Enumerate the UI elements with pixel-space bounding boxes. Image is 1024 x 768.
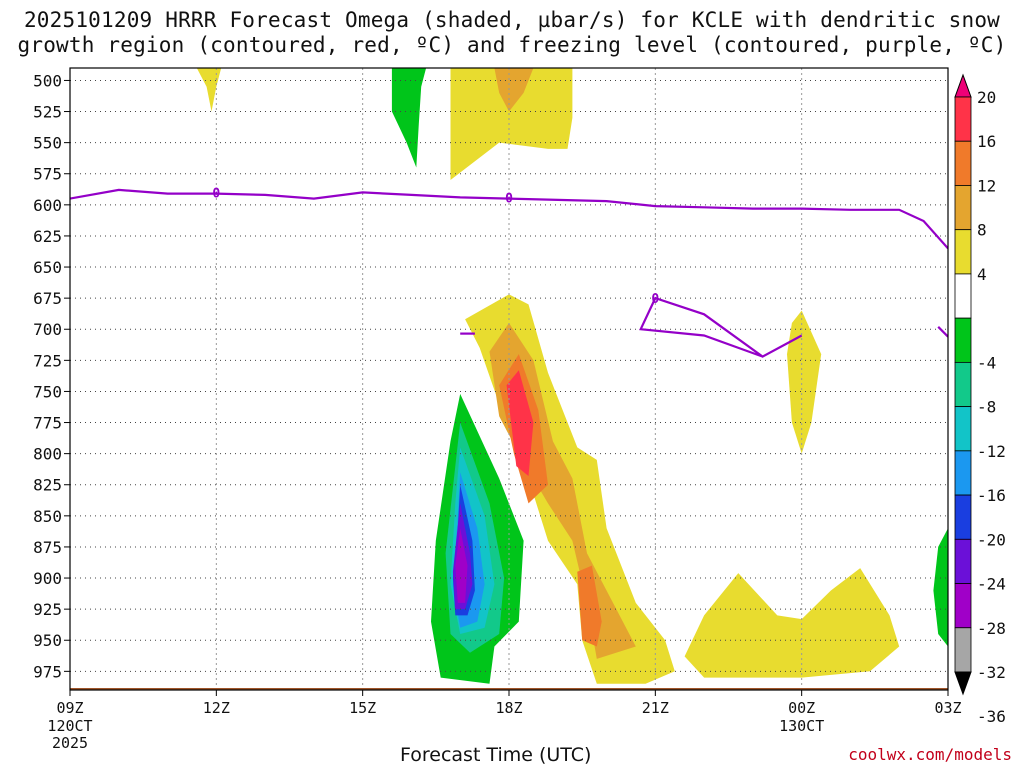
y-tick-label-850: 850 bbox=[33, 507, 62, 526]
colorbar-label-12: -32 bbox=[977, 663, 1006, 682]
y-tick-label-600: 600 bbox=[33, 196, 62, 215]
y-tick-label-550: 550 bbox=[33, 134, 62, 153]
y-tick-label-975: 975 bbox=[33, 662, 62, 681]
x-date-label-0-0: 120CT bbox=[47, 717, 92, 735]
y-tick-label-900: 900 bbox=[33, 569, 62, 588]
y-tick-label-525: 525 bbox=[33, 103, 62, 122]
omega-region-7 bbox=[577, 565, 602, 647]
colorbar-label-6: -8 bbox=[977, 398, 996, 417]
colorbar-top-arrow bbox=[954, 73, 972, 98]
contour-label-1: 0 bbox=[505, 191, 513, 206]
y-tick-label-825: 825 bbox=[33, 476, 62, 495]
y-tick-label-675: 675 bbox=[33, 289, 62, 308]
colorbar-band-2 bbox=[954, 140, 972, 186]
colorbar-label-13: -36 bbox=[977, 707, 1006, 726]
colorbar-band-5 bbox=[954, 273, 972, 319]
colorbar-band-12 bbox=[954, 583, 972, 629]
y-tick-label-750: 750 bbox=[33, 382, 62, 401]
colorbar-label-5: -4 bbox=[977, 353, 996, 372]
freezing-level-contour bbox=[70, 188, 948, 250]
colorbar-label-7: -12 bbox=[977, 442, 1006, 461]
chart-title-line1: 2025101209 HRRR Forecast Omega (shaded, … bbox=[23, 8, 1001, 32]
freezing-level-loop bbox=[639, 296, 803, 358]
x-date-label-0-1: 2025 bbox=[52, 734, 88, 752]
y-tick-label-500: 500 bbox=[33, 71, 62, 90]
y-tick-label-625: 625 bbox=[33, 227, 62, 246]
colorbar-bottom-arrow bbox=[954, 671, 972, 696]
surface-terrain bbox=[70, 688, 948, 690]
x-tick-label-21Z: 21Z bbox=[642, 699, 669, 717]
omega-region-3 bbox=[494, 68, 534, 112]
colorbar-band-9 bbox=[954, 450, 972, 496]
y-tick-label-650: 650 bbox=[33, 258, 62, 277]
plot-area: 0 0 0 bbox=[70, 68, 948, 690]
source-credit[interactable]: coolwx.com/models bbox=[848, 745, 1012, 764]
x-tick-label-12Z: 12Z bbox=[203, 699, 230, 717]
y-tick-label-875: 875 bbox=[33, 538, 62, 557]
x-tick-label-03Z: 03Z bbox=[934, 699, 961, 717]
colorbar: 20 16 12 8 4 -4 -8 -12 -16 -20 -24 -28 -32 -36 bbox=[954, 73, 1006, 726]
colorbar-label-4: 4 bbox=[977, 265, 987, 284]
colorbar-label-1: 16 bbox=[977, 132, 996, 151]
colorbar-label-10: -24 bbox=[977, 575, 1006, 594]
colorbar-label-8: -16 bbox=[977, 486, 1006, 505]
omega-region-15 bbox=[455, 528, 468, 603]
chart-title-line2: growth region (contoured, red, ºC) and f… bbox=[17, 33, 1007, 57]
y-tick-label-775: 775 bbox=[33, 414, 62, 433]
omega-region-0 bbox=[196, 68, 222, 112]
colorbar-band-13 bbox=[954, 627, 972, 673]
y-tick-label-700: 700 bbox=[33, 320, 62, 339]
x-tick-label-09Z: 09Z bbox=[56, 699, 83, 717]
colorbar-band-7 bbox=[954, 361, 972, 408]
y-tick-label-800: 800 bbox=[33, 445, 62, 464]
colorbar-band-1 bbox=[954, 96, 972, 142]
omega-region-17 bbox=[684, 568, 900, 678]
omega-region-16 bbox=[787, 310, 822, 454]
colorbar-label-11: -28 bbox=[977, 619, 1006, 638]
colorbar-label-2: 12 bbox=[977, 176, 996, 195]
axes: 500 525 550 575 600 625 650 675 700 725 750 775 800 8… bbox=[33, 67, 962, 752]
y-tick-label-950: 950 bbox=[33, 631, 62, 650]
x-axis-label: Forecast Time (UTC) bbox=[400, 744, 592, 766]
freezing-level-edge bbox=[937, 326, 948, 338]
y-tick-label-725: 725 bbox=[33, 351, 62, 370]
y-tick-label-575: 575 bbox=[33, 165, 62, 184]
omega-region-1 bbox=[391, 68, 427, 168]
y-tick-label-925: 925 bbox=[33, 600, 62, 619]
contour-label-0: 0 bbox=[212, 186, 220, 201]
omega-region-18 bbox=[933, 528, 948, 647]
omega-region-2 bbox=[440, 68, 573, 226]
colorbar-label-0: 20 bbox=[977, 88, 996, 107]
colorbar-band-6 bbox=[954, 317, 972, 363]
colorbar-band-4 bbox=[954, 229, 972, 275]
contour-label-2: 0 bbox=[651, 292, 659, 307]
colorbar-label-9: -20 bbox=[977, 530, 1006, 549]
omega-region-8 bbox=[506, 370, 534, 476]
x-tick-label-00Z: 00Z bbox=[788, 699, 815, 717]
colorbar-band-10 bbox=[954, 494, 972, 540]
x-date-label-1-0: 130CT bbox=[779, 717, 824, 735]
colorbar-band-11 bbox=[954, 538, 972, 584]
x-tick-label-18Z: 18Z bbox=[495, 699, 522, 717]
colorbar-band-8 bbox=[954, 406, 972, 452]
colorbar-band-3 bbox=[954, 185, 972, 231]
x-tick-label-15Z: 15Z bbox=[349, 699, 376, 717]
colorbar-label-3: 8 bbox=[977, 221, 987, 240]
